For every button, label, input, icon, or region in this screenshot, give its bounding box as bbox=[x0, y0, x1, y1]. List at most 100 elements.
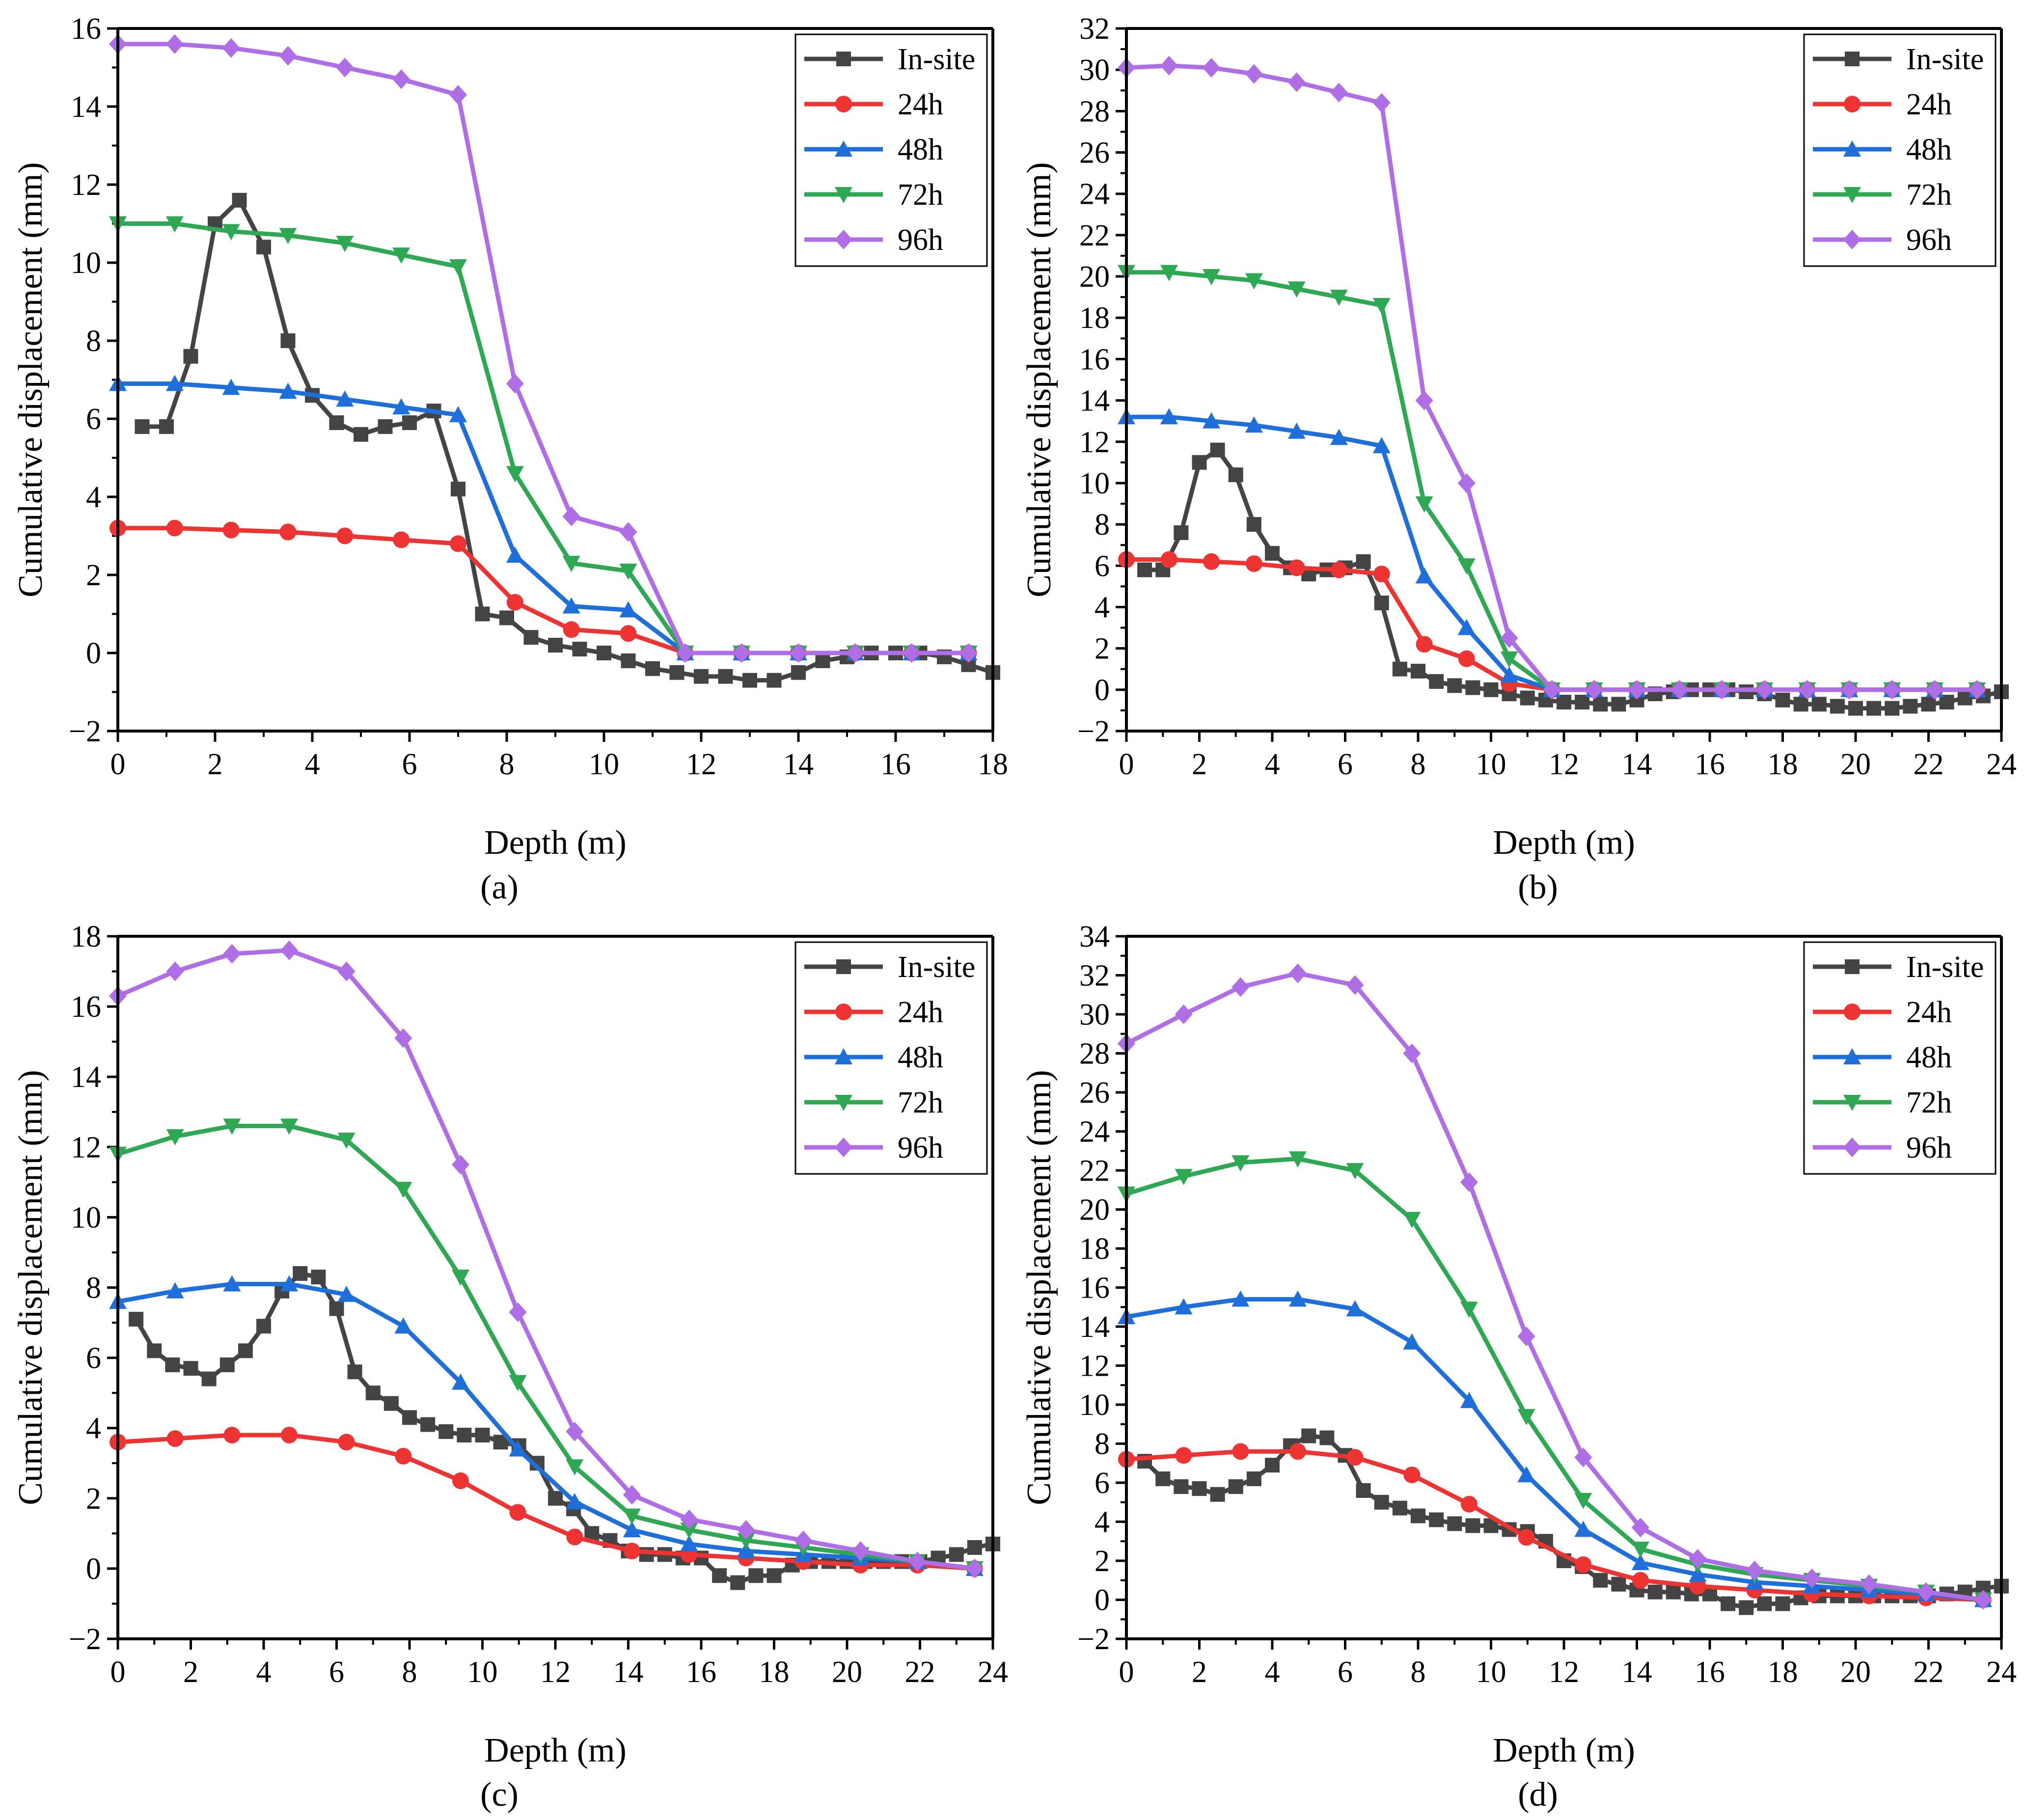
x-tick-label: 8 bbox=[1411, 748, 1426, 781]
data-point-48h bbox=[1631, 1553, 1649, 1570]
data-point-24h bbox=[620, 625, 637, 642]
data-point-in-site bbox=[402, 415, 417, 430]
legend-marker-24h bbox=[1844, 96, 1861, 112]
data-point-in-site bbox=[475, 606, 490, 622]
series-group bbox=[109, 940, 1000, 1590]
data-point-in-site bbox=[1174, 525, 1189, 540]
data-point-72h bbox=[509, 1375, 527, 1391]
data-point-48h bbox=[166, 1282, 184, 1299]
data-point-96h bbox=[1517, 1326, 1535, 1346]
data-point-24h bbox=[1330, 561, 1347, 578]
y-tick-label: 14 bbox=[1079, 1310, 1110, 1344]
data-point-in-site bbox=[311, 1270, 326, 1285]
series-line-48h bbox=[1124, 1297, 1986, 1602]
data-point-48h bbox=[1175, 1298, 1193, 1315]
data-point-96h bbox=[1288, 963, 1307, 983]
legend-label-48h: 48h bbox=[898, 133, 943, 166]
data-point-48h bbox=[449, 406, 467, 423]
legend-label-72h: 72h bbox=[1906, 178, 1952, 212]
y-tick-label: 14 bbox=[1079, 384, 1110, 418]
y-tick-label: 2 bbox=[86, 559, 101, 592]
x-tick-label: 10 bbox=[589, 748, 619, 781]
series-line-96h bbox=[115, 42, 971, 655]
data-point-96h bbox=[223, 944, 241, 964]
x-tick-label: 0 bbox=[1119, 1656, 1134, 1689]
data-point-in-site bbox=[766, 673, 782, 688]
data-point-in-site bbox=[256, 240, 271, 255]
y-tick-label: 24 bbox=[1079, 1115, 1110, 1149]
data-point-96h bbox=[1245, 64, 1263, 84]
x-tick-label: 16 bbox=[686, 1656, 716, 1689]
data-point-24h bbox=[509, 1504, 526, 1521]
y-tick-label: 10 bbox=[71, 246, 101, 280]
data-point-48h bbox=[279, 382, 297, 399]
data-point-in-site bbox=[645, 661, 660, 676]
data-point-in-site bbox=[1465, 1518, 1480, 1533]
data-point-48h bbox=[223, 1275, 241, 1292]
data-point-96h bbox=[1689, 1549, 1707, 1569]
data-point-in-site bbox=[1174, 1479, 1189, 1494]
y-tick-label: 6 bbox=[1095, 549, 1110, 583]
data-point-72h bbox=[506, 466, 524, 483]
data-point-in-site bbox=[219, 1357, 235, 1372]
x-tick-label: 22 bbox=[1914, 1656, 1944, 1689]
series-line-72h bbox=[1124, 1156, 1986, 1602]
y-tick-label: 30 bbox=[1079, 998, 1110, 1032]
y-tick-label: 8 bbox=[1095, 508, 1110, 542]
data-point-96h bbox=[1883, 679, 1901, 700]
data-point-24h bbox=[1575, 1556, 1592, 1573]
data-point-in-site bbox=[1848, 701, 1863, 716]
panel-label: (b) bbox=[1518, 869, 1558, 906]
panel-label: (c) bbox=[480, 1776, 519, 1814]
y-tick-label: −2 bbox=[1077, 715, 1110, 748]
x-tick-label: 2 bbox=[1192, 748, 1207, 781]
data-point-in-site bbox=[457, 1428, 472, 1443]
data-point-in-site bbox=[402, 1410, 417, 1425]
data-point-in-site bbox=[1885, 701, 1900, 716]
x-tick-label: 12 bbox=[1549, 748, 1579, 781]
data-point-96h bbox=[1330, 82, 1348, 103]
legend-label-48h: 48h bbox=[1906, 1041, 1952, 1074]
y-tick-label: 30 bbox=[1079, 54, 1110, 87]
legend-marker-24h bbox=[1844, 1004, 1861, 1020]
y-tick-label: 12 bbox=[71, 168, 101, 202]
data-point-48h bbox=[1372, 437, 1391, 454]
data-point-in-site bbox=[639, 1547, 654, 1562]
y-tick-label: 4 bbox=[86, 1412, 101, 1445]
panel-label: (d) bbox=[1518, 1776, 1558, 1814]
data-point-24h bbox=[393, 531, 410, 548]
series-line-72h bbox=[1124, 270, 1979, 692]
data-point-in-site bbox=[718, 669, 733, 684]
series-group bbox=[1118, 55, 2009, 716]
legend-label-96h: 96h bbox=[1906, 223, 1952, 257]
data-point-96h bbox=[165, 34, 184, 54]
x-tick-label: 12 bbox=[1549, 1656, 1579, 1689]
data-point-in-site bbox=[183, 1361, 198, 1376]
data-point-in-site bbox=[1301, 1428, 1316, 1443]
data-point-24h bbox=[1458, 650, 1475, 667]
legend-label-96h: 96h bbox=[898, 223, 943, 257]
data-point-72h bbox=[566, 1459, 584, 1476]
x-tick-label: 14 bbox=[783, 748, 814, 781]
data-point-96h bbox=[1755, 679, 1774, 700]
data-point-96h bbox=[1631, 1518, 1649, 1538]
y-tick-label: 18 bbox=[1079, 301, 1110, 335]
x-tick-label: 4 bbox=[1265, 1656, 1280, 1689]
data-point-48h bbox=[1203, 412, 1221, 429]
data-point-96h bbox=[846, 643, 864, 663]
data-point-48h bbox=[623, 1521, 641, 1538]
data-point-in-site bbox=[159, 419, 174, 434]
legend-marker-72h bbox=[835, 1095, 852, 1111]
data-point-24h bbox=[563, 621, 580, 638]
y-tick-label: 26 bbox=[1079, 136, 1110, 170]
data-point-24h bbox=[1460, 1495, 1478, 1513]
chart-panel-b: 0 2 4 6 8 10 12 14 16 18 20 22 24−202468101214161820… bbox=[1020, 12, 2017, 906]
legend-label-48h: 48h bbox=[1906, 133, 1952, 166]
data-point-96h bbox=[1500, 628, 1518, 648]
data-point-96h bbox=[279, 46, 297, 66]
y-tick-label: 28 bbox=[1079, 95, 1110, 128]
data-point-in-site bbox=[1447, 1516, 1462, 1531]
y-tick-label: 14 bbox=[71, 90, 101, 124]
data-point-in-site bbox=[1811, 697, 1827, 712]
